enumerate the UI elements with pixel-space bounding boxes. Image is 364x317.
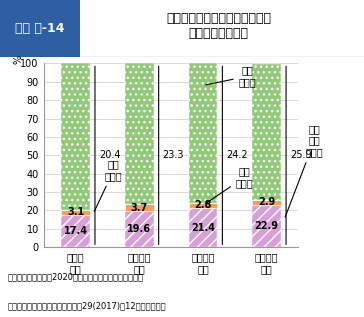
Bar — [125, 63, 154, 204]
Text: 2.9: 2.9 — [258, 197, 275, 208]
Bar — [61, 215, 90, 247]
Text: 個人
経営体: 個人 経営体 — [206, 66, 256, 87]
Bar — [125, 204, 154, 211]
Text: 図表 特-14: 図表 特-14 — [15, 22, 65, 35]
Text: 25.9: 25.9 — [290, 150, 312, 160]
Bar — [125, 211, 154, 247]
Bar — [61, 210, 90, 215]
Text: 団体
経営体: 団体 経営体 — [94, 159, 123, 212]
Text: 農業地域類型別団体経営体の経
営耕地面積の割合: 農業地域類型別団体経営体の経 営耕地面積の割合 — [166, 12, 271, 40]
Text: 20.4: 20.4 — [99, 150, 120, 160]
Bar — [189, 208, 217, 247]
Text: 23.3: 23.3 — [162, 150, 184, 160]
Text: 2.8: 2.8 — [194, 200, 211, 210]
Text: 24.2: 24.2 — [226, 150, 248, 160]
Y-axis label: %: % — [13, 55, 23, 64]
Bar — [189, 63, 217, 203]
Bar — [189, 203, 217, 208]
Text: 資料：農林水産省「2020年農林業センサス」を基に作成: 資料：農林水産省「2020年農林業センサス」を基に作成 — [7, 273, 143, 281]
Bar — [61, 63, 90, 210]
Text: 注：農業地域類型区分は、平成29(2017)年12月改定のもの: 注：農業地域類型区分は、平成29(2017)年12月改定のもの — [7, 301, 166, 310]
Text: 22.9: 22.9 — [255, 221, 278, 231]
Text: 19.6: 19.6 — [127, 224, 151, 234]
Text: 17.4: 17.4 — [64, 226, 87, 236]
FancyBboxPatch shape — [0, 0, 80, 57]
Bar — [252, 205, 281, 247]
Text: 3.1: 3.1 — [67, 207, 84, 217]
Bar — [252, 200, 281, 205]
Text: 法人
以外
の団体: 法人 以外 の団体 — [285, 124, 323, 217]
Text: 法人
経営体: 法人 経営体 — [205, 167, 253, 204]
Bar — [252, 64, 281, 200]
Text: 3.7: 3.7 — [131, 203, 148, 213]
Text: 21.4: 21.4 — [191, 223, 215, 233]
